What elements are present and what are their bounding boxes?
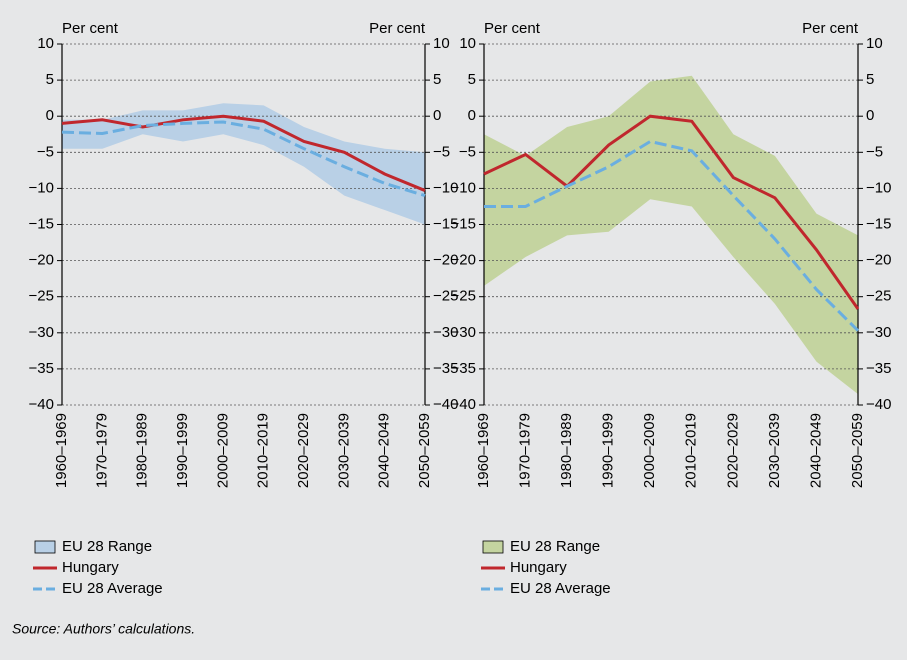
y2-tick-label: −5 bbox=[866, 143, 883, 160]
hungary-line bbox=[483, 114, 860, 310]
hungary-line bbox=[61, 114, 426, 192]
y2-tick-label: −15 bbox=[866, 215, 891, 232]
y-tick-label: 5 bbox=[46, 71, 54, 88]
y-tick-label: −25 bbox=[451, 288, 476, 305]
x-tick-label: 2040–2049 bbox=[376, 413, 393, 488]
range-band bbox=[62, 103, 425, 225]
x-tick-label: 2010–2019 bbox=[255, 413, 272, 488]
x-tick-label: 2020–2029 bbox=[295, 413, 312, 488]
y2-tick-label: −10 bbox=[433, 179, 458, 196]
legend-swatch bbox=[482, 540, 504, 554]
y-tick-label: −10 bbox=[451, 179, 476, 196]
x-tick-label: 1960–1969 bbox=[475, 413, 492, 488]
y2-tick-label: 5 bbox=[433, 71, 441, 88]
y2-tick-label: −20 bbox=[866, 252, 891, 269]
y2-axis-label: Per cent bbox=[369, 20, 426, 37]
y-tick-label: −5 bbox=[459, 143, 476, 160]
y-tick-label: 10 bbox=[37, 35, 54, 52]
y2-tick-label: 0 bbox=[866, 107, 874, 124]
x-tick-label: 2050–2059 bbox=[849, 413, 866, 488]
legend-label: Hungary bbox=[510, 559, 567, 576]
x-tick-label: 2040–2049 bbox=[807, 413, 824, 488]
y2-tick-label: 10 bbox=[866, 35, 883, 52]
x-tick-label: 1970–1979 bbox=[517, 413, 534, 488]
x-tick-label: 2030–2039 bbox=[335, 413, 352, 488]
y-tick-label: −35 bbox=[451, 360, 476, 377]
y2-tick-label: −25 bbox=[866, 288, 891, 305]
y2-tick-label: −10 bbox=[866, 179, 891, 196]
y-tick-label: 10 bbox=[459, 35, 476, 52]
y-tick-label: 0 bbox=[468, 107, 476, 124]
x-tick-label: 1990–1999 bbox=[600, 413, 617, 488]
y2-tick-label: −35 bbox=[866, 360, 891, 377]
y-tick-label: −5 bbox=[37, 143, 54, 160]
y2-tick-label: −15 bbox=[433, 215, 458, 232]
y2-tick-label: −20 bbox=[433, 252, 458, 269]
y-tick-label: −15 bbox=[451, 215, 476, 232]
y-tick-label: −40 bbox=[451, 396, 476, 413]
x-tick-label: 2030–2039 bbox=[766, 413, 783, 488]
x-tick-label: 2000–2009 bbox=[214, 413, 231, 488]
legend-label: EU 28 Range bbox=[510, 538, 600, 555]
x-tick-label: 2020–2029 bbox=[724, 413, 741, 488]
y-tick-label: 5 bbox=[468, 71, 476, 88]
x-tick-label: 1990–1999 bbox=[174, 413, 191, 488]
legend-label: Hungary bbox=[62, 559, 119, 576]
y2-tick-label: −35 bbox=[433, 360, 458, 377]
x-tick-label: 1970–1979 bbox=[93, 413, 110, 488]
y2-tick-label: −30 bbox=[866, 324, 891, 341]
y-tick-label: −35 bbox=[29, 360, 54, 377]
y2-tick-label: 5 bbox=[866, 71, 874, 88]
y2-tick-label: −5 bbox=[433, 143, 450, 160]
y-axis-label: Per cent bbox=[62, 20, 119, 37]
y2-axis-label: Per cent bbox=[802, 20, 859, 37]
average-line bbox=[484, 139, 860, 332]
y2-tick-label: −25 bbox=[433, 288, 458, 305]
y2-tick-label: 10 bbox=[433, 35, 450, 52]
y-tick-label: −25 bbox=[29, 288, 54, 305]
range-band bbox=[484, 75, 858, 395]
x-tick-label: 1960–1969 bbox=[53, 413, 70, 488]
x-tick-label: 1980–1989 bbox=[558, 413, 575, 488]
y-tick-label: −20 bbox=[451, 252, 476, 269]
y2-tick-label: 0 bbox=[433, 107, 441, 124]
source-note: Source: Authors’ calculations. bbox=[12, 621, 195, 637]
x-tick-label: 2000–2009 bbox=[641, 413, 658, 488]
y-tick-label: −30 bbox=[29, 324, 54, 341]
y-tick-label: 0 bbox=[46, 107, 54, 124]
y-tick-label: −15 bbox=[29, 215, 54, 232]
y-tick-label: −20 bbox=[29, 252, 54, 269]
y-tick-label: −40 bbox=[29, 396, 54, 413]
y2-tick-label: −30 bbox=[433, 324, 458, 341]
x-tick-label: 1980–1989 bbox=[134, 413, 151, 488]
y-tick-label: −10 bbox=[29, 179, 54, 196]
legend-label: EU 28 Average bbox=[62, 580, 163, 597]
x-tick-label: 2050–2059 bbox=[416, 413, 433, 488]
legend-swatch bbox=[34, 540, 56, 554]
y2-tick-label: −40 bbox=[866, 396, 891, 413]
y-tick-label: −30 bbox=[451, 324, 476, 341]
y2-tick-label: −40 bbox=[433, 396, 458, 413]
y-axis-label: Per cent bbox=[484, 20, 541, 37]
legend-label: EU 28 Average bbox=[510, 580, 611, 597]
x-tick-label: 2010–2019 bbox=[683, 413, 700, 488]
average-line bbox=[61, 120, 426, 198]
legend-label: EU 28 Range bbox=[62, 538, 152, 555]
